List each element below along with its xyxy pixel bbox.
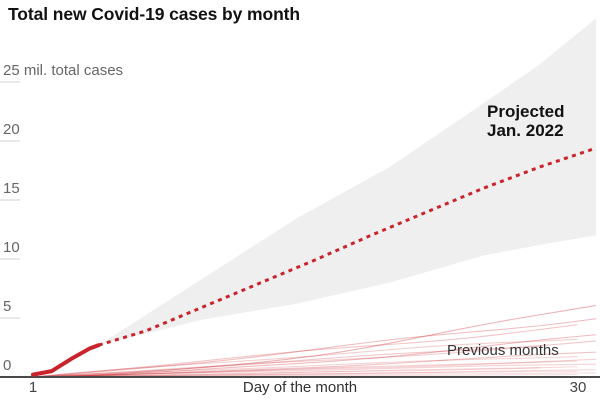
chart-title: Total new Covid-19 cases by month: [8, 4, 300, 24]
y-tick-label-10: 10: [3, 239, 20, 256]
previous-month-line: [32, 324, 578, 378]
x-tick-label-day1: 1: [28, 379, 38, 396]
y-tick-label-5: 5: [3, 298, 12, 315]
y-tick-label-20: 20: [3, 121, 20, 138]
y-tick-label-0: 0: [3, 357, 12, 374]
previous-month-line: [32, 304, 597, 378]
previous-month-line: [32, 351, 597, 378]
y-tick-label-25: 25 mil. total cases: [3, 62, 124, 79]
uncertainty-band: [98, 18, 597, 346]
previous-month-line: [32, 369, 597, 378]
previous-months-annotation: Previous months: [447, 342, 559, 359]
x-axis-title: Day of the month: [242, 379, 358, 396]
previous-month-line: [32, 334, 597, 378]
projection-line: [98, 146, 597, 347]
previous-month-line: [32, 318, 597, 378]
actual-cases-line: [31, 343, 101, 377]
previous-month-line: [32, 360, 578, 378]
previous-month-line: [32, 345, 540, 378]
previous-month-line: [32, 366, 578, 378]
previous-month-line: [32, 356, 578, 378]
y-tick-label-15: 15: [3, 180, 20, 197]
previous-month-line: [32, 358, 597, 378]
projection-annotation-line1: Projected: [487, 102, 565, 121]
x-tick-label-day30: 30: [569, 379, 587, 396]
previous-month-line: [32, 367, 540, 378]
previous-month-line: [32, 363, 597, 378]
previous-month-line: [32, 338, 578, 378]
projection-annotation-line2: Jan. 2022: [487, 121, 564, 140]
previous-month-line: [32, 340, 597, 378]
previous-month-line: [32, 370, 578, 378]
projection-annotation: Projected Jan. 2022: [487, 102, 564, 140]
